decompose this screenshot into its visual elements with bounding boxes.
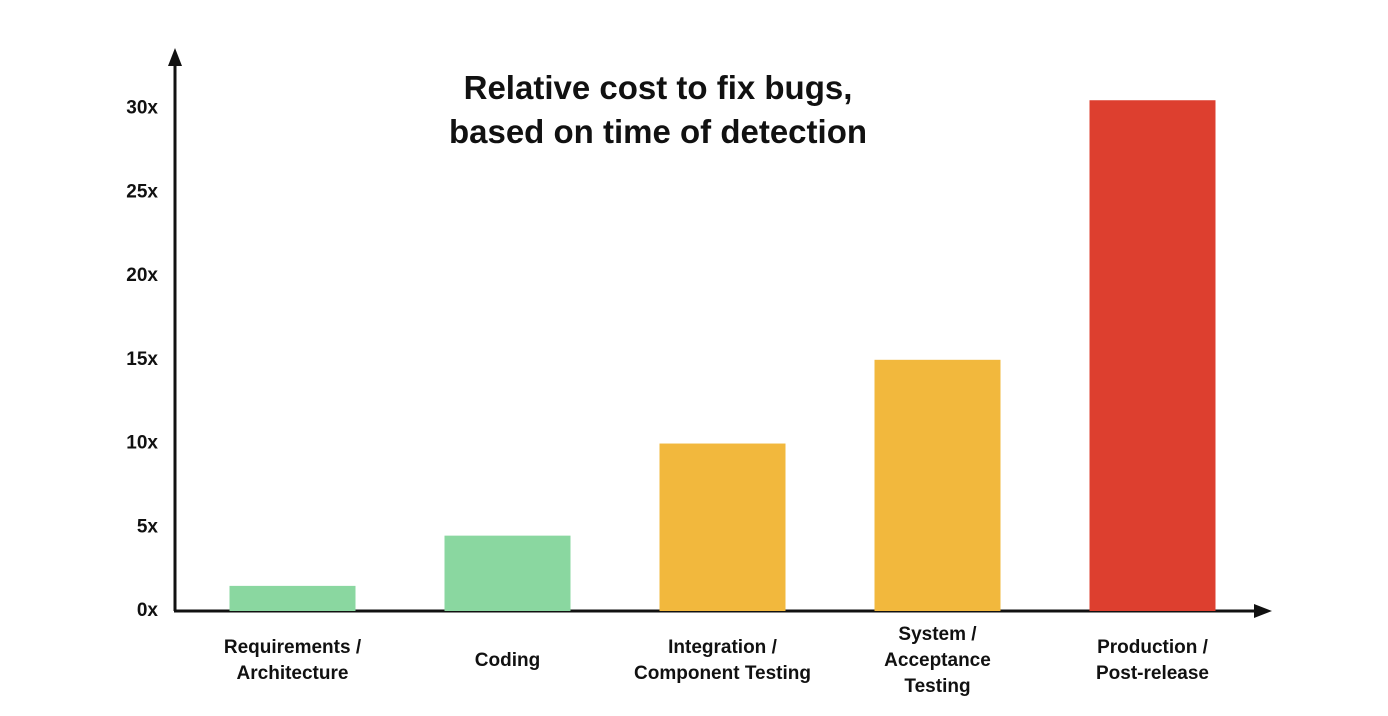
bar (444, 535, 571, 611)
bar (874, 359, 1001, 611)
x-axis-arrow (1254, 604, 1272, 618)
x-tick-label: Coding (474, 650, 541, 671)
x-tick-label: Requirements / Architecture (223, 637, 362, 684)
y-tick-label: 20x (126, 265, 158, 286)
bar (229, 585, 356, 611)
x-tick-label: System / Acceptance Testing (884, 624, 991, 697)
x-tick-label: Production / Post-release (1095, 637, 1209, 684)
y-tick-label: 30x (126, 98, 158, 119)
bar (1089, 100, 1216, 612)
y-tick-label: 15x (126, 349, 158, 370)
bar (659, 443, 786, 611)
y-tick-label: 25x (126, 181, 158, 202)
y-axis-arrow (168, 48, 182, 66)
chart-title: Relative cost to fix bugs, based on time… (448, 69, 868, 150)
y-tick-label: 0x (137, 600, 159, 621)
y-tick-label: 5x (137, 516, 159, 537)
x-tick-label: Integration / Component Testing (634, 637, 811, 684)
y-tick-label: 10x (126, 433, 158, 454)
